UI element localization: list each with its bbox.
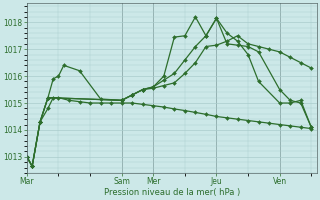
X-axis label: Pression niveau de la mer( hPa ): Pression niveau de la mer( hPa ) bbox=[104, 188, 240, 197]
